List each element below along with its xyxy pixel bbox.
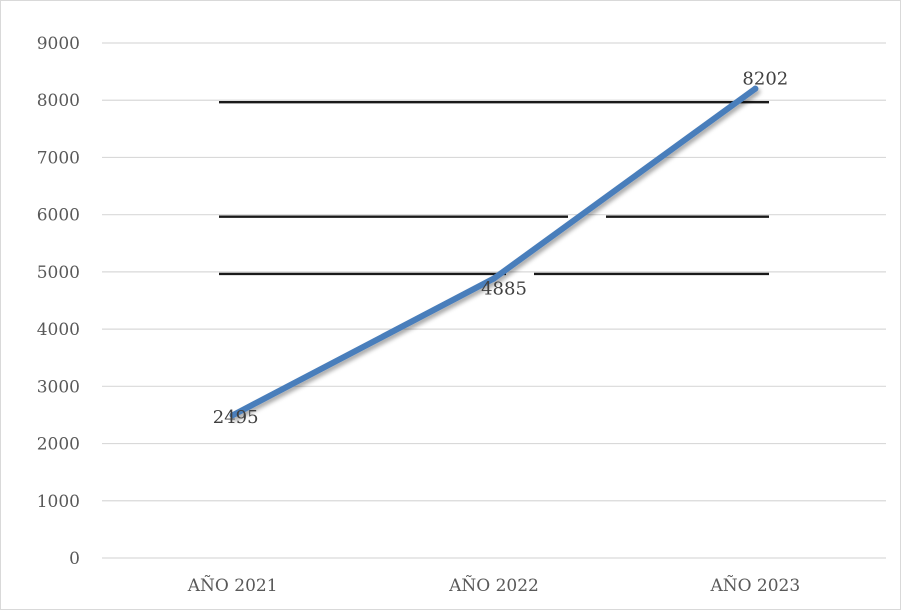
data-label: 4885: [481, 278, 527, 299]
x-tick-label: AÑO 2023: [709, 575, 800, 596]
y-tick-label: 2000: [37, 435, 80, 455]
y-tick-label: 0: [69, 549, 80, 569]
x-tick-label: AÑO 2021: [187, 575, 278, 596]
series: [229, 85, 759, 419]
data-label: 8202: [742, 69, 788, 90]
y-tick-label: 9000: [37, 34, 80, 54]
y-tick-label: 4000: [37, 320, 80, 340]
series-line: [229, 85, 759, 419]
y-tick-label: 3000: [37, 377, 80, 397]
data-labels: 2495 4885 8202: [213, 69, 788, 429]
y-tick-label: 8000: [37, 91, 80, 111]
data-point: [752, 85, 759, 92]
y-tick-label: 1000: [37, 492, 80, 512]
y-tick-label: 7000: [37, 148, 80, 168]
data-label: 2495: [213, 407, 259, 428]
y-tick-label: 5000: [37, 263, 80, 283]
data-point: [229, 412, 236, 419]
x-tick-label: AÑO 2022: [448, 575, 539, 596]
y-tick-label: 6000: [37, 206, 80, 226]
dark-rule-lines: [219, 101, 769, 276]
axes: 0 1000 2000 3000 4000 5000 6000 7000 8000 9000 AÑO…: [37, 34, 800, 596]
data-point: [491, 275, 497, 282]
gridlines: [102, 42, 886, 559]
